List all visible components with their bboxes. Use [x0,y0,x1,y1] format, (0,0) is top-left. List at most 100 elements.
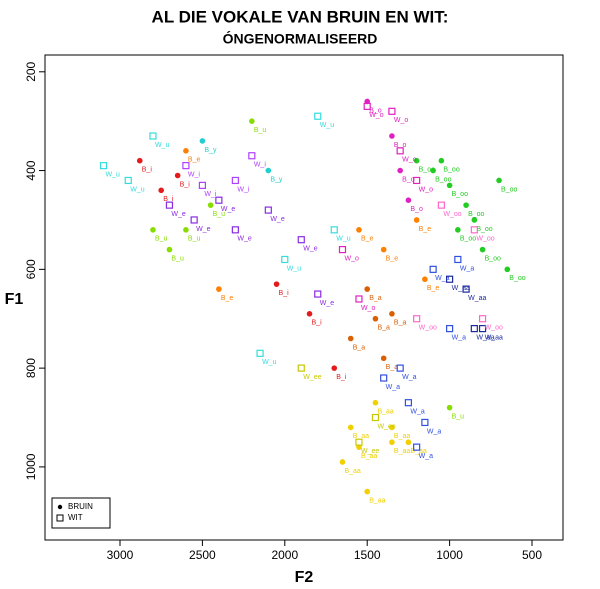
point [437,201,445,209]
point [306,310,313,317]
point-label: W_o [394,117,409,124]
point-label: W_a [410,409,425,416]
y-tick-label: 200 [24,61,38,81]
point-label: B_oo [443,167,459,174]
point-label: B_i [180,181,191,188]
point [413,176,421,185]
point [339,459,346,465]
point-label: B_u [188,236,201,243]
y-axis-label: F1 [5,291,24,308]
point-label: W_u [155,142,170,149]
point [397,167,403,174]
point [347,335,354,342]
point [183,227,189,233]
point-label: W_a [419,453,434,460]
point [413,157,420,164]
point-label: B_oo [435,176,451,183]
point [389,424,395,431]
point-label: B_a [353,344,366,351]
point-label: B_e [419,226,432,233]
point [413,315,421,323]
point-label: B_o [410,206,423,213]
point-label: B_aa [353,433,369,440]
point [413,443,421,451]
point-label: B_aa [361,453,377,460]
point-label: B_i [142,167,153,174]
point [356,227,362,233]
point [248,152,256,160]
point-label: B_a [394,320,407,327]
point-label: B_e [221,295,234,302]
point-label: W_a [386,384,401,391]
point [421,418,429,427]
point-label: B_u [171,255,184,262]
point [166,246,173,253]
point-label: W_u [287,265,302,272]
point [314,112,322,120]
point-label: W_e [171,211,186,218]
point-label: B_u [452,413,465,420]
point [297,236,305,244]
point-label: W_oo [419,325,437,332]
point [438,157,445,164]
chart-title: AL DIE VOKALE VAN BRUIN EN WIT: [152,7,449,26]
point [405,439,412,446]
point [388,107,396,115]
point [471,217,478,223]
point-label: W_e [196,226,211,233]
y-tick-label: 600 [24,259,38,279]
x-tick-label: 2000 [271,548,298,562]
point [199,138,206,144]
point-label: B_oo [485,255,501,262]
point [478,315,487,323]
point-label: B_i [163,196,174,203]
point-label: W_aa [485,334,503,341]
point [355,295,363,303]
x-tick-label: 3000 [107,548,134,562]
point-label: W_o [419,186,434,193]
point [174,172,181,179]
point-label: B_u [155,236,168,243]
point-label: W_oo [485,325,503,332]
point [478,325,487,333]
point [372,315,379,322]
point [372,399,379,406]
point-label: W_aa [468,295,486,302]
point [150,227,156,233]
point [446,182,453,189]
point-label: W_a [460,265,475,272]
point-label: W_o [361,305,376,312]
point [264,206,272,214]
point [404,399,413,407]
point [149,132,157,140]
point-label: B_aa [394,448,410,455]
point [215,196,223,204]
point-label: B_oo [419,167,435,174]
point [422,276,428,283]
point [347,424,354,431]
point-label: W_e [237,236,252,243]
point-label: B_oo [501,186,517,193]
point-label: B_e [386,255,399,262]
point [249,118,255,124]
point [183,148,189,154]
point-label: W_i [204,191,217,198]
point-label: W_ee [377,423,395,430]
point [504,266,511,273]
point-label: B_u [254,127,267,134]
point-label: B_aa [377,409,393,416]
point [136,157,143,164]
point-label: W_e [320,300,335,307]
point-label: B_aa [410,448,426,455]
point-label: B_aa [369,497,385,504]
point-label: B_aa [344,468,360,475]
point-label: B_i [279,290,290,297]
point [355,438,363,446]
point [446,275,454,283]
point [198,181,206,189]
point [470,325,478,333]
point-label: B_y [270,176,283,183]
point [331,365,338,371]
point-label: B_oo [460,236,476,243]
